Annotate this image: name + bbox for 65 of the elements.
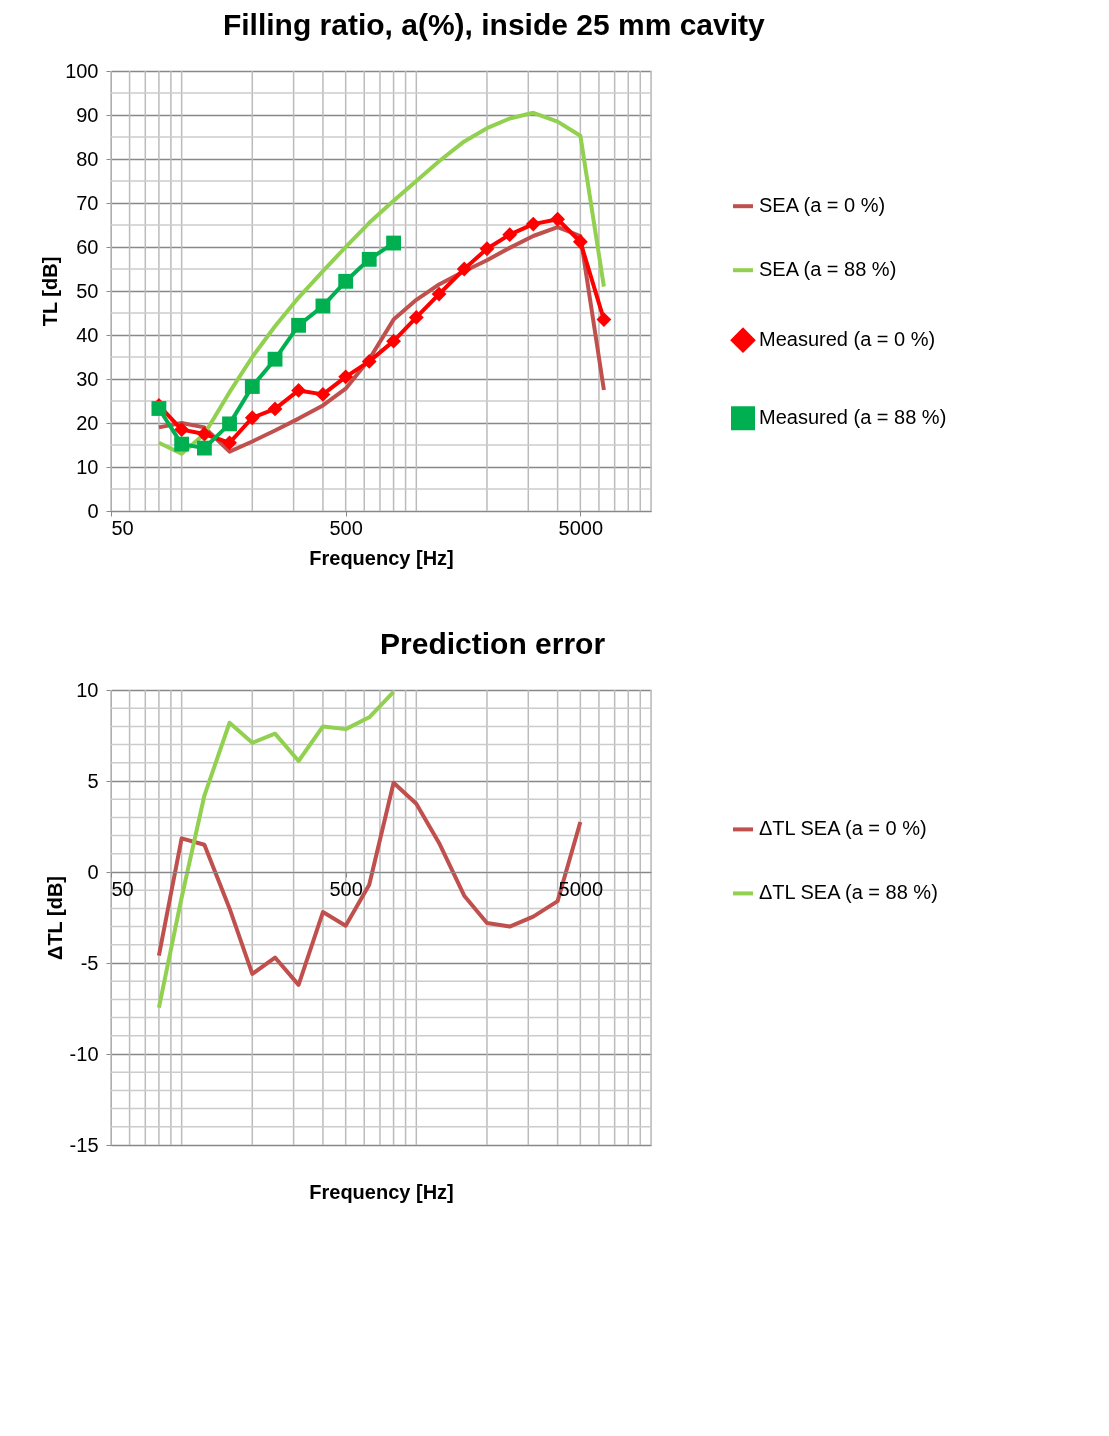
y-tick-label: 90 xyxy=(76,103,99,126)
y-tick-label: 0 xyxy=(87,499,99,522)
point xyxy=(196,440,212,456)
x-tick-label: 5000 xyxy=(558,516,604,539)
point xyxy=(361,251,377,267)
x-tick-label: 500 xyxy=(329,516,363,539)
y-tick-label: 40 xyxy=(76,323,99,346)
point xyxy=(361,353,377,369)
y-tick-label: 10 xyxy=(76,678,99,701)
point xyxy=(338,273,354,289)
x-tick-label: 50 xyxy=(111,516,134,539)
point xyxy=(196,426,212,442)
point xyxy=(386,235,401,251)
y-axis-title: TL [dB] xyxy=(39,256,62,327)
legend-label: Measured (a = 88 %) xyxy=(759,406,947,429)
point xyxy=(291,383,306,398)
point xyxy=(244,410,260,426)
y-tick-label: 5 xyxy=(87,769,99,792)
line-series xyxy=(156,689,396,1010)
x-axis-title: Frequency [Hz] xyxy=(309,546,454,569)
y-tick-label: 30 xyxy=(76,367,99,390)
point xyxy=(431,286,447,302)
y-tick-label: 0 xyxy=(87,860,99,883)
legend-label: ΔTL SEA (a = 88 %) xyxy=(759,881,938,904)
point xyxy=(338,369,354,385)
point xyxy=(502,227,518,243)
point xyxy=(525,216,541,232)
y-tick-label: -10 xyxy=(69,1042,99,1065)
y-axis-title: ΔTL [dB] xyxy=(43,876,66,960)
point xyxy=(315,386,331,402)
point xyxy=(291,317,306,333)
point xyxy=(572,234,588,250)
x-tick-label: 50 xyxy=(111,877,134,900)
x-tick-label: 500 xyxy=(329,877,363,900)
x-axis-title: Frequency [Hz] xyxy=(309,1180,454,1203)
legend-label: Measured (a = 0 %) xyxy=(759,328,936,351)
y-tick-label: 10 xyxy=(76,455,99,478)
point xyxy=(408,309,424,325)
point xyxy=(267,351,283,367)
y-tick-label: 80 xyxy=(76,147,99,170)
y-tick-label: 100 xyxy=(65,59,99,82)
point xyxy=(596,312,612,328)
point xyxy=(174,422,190,438)
point xyxy=(222,435,237,451)
line-series xyxy=(156,110,606,456)
y-tick-label: -15 xyxy=(69,1133,99,1156)
chart-title: Prediction error xyxy=(380,627,606,660)
y-tick-label: 20 xyxy=(76,411,99,434)
legend-label: SEA (a = 0 %) xyxy=(759,194,886,217)
legend-label: ΔTL SEA (a = 0 %) xyxy=(759,817,927,840)
point xyxy=(267,401,283,417)
y-tick-label: 60 xyxy=(76,235,99,258)
point xyxy=(479,241,495,257)
legend-label: SEA (a = 88 %) xyxy=(759,258,897,281)
point xyxy=(244,379,260,394)
y-tick-label: -5 xyxy=(80,951,99,974)
point xyxy=(456,261,472,277)
point xyxy=(315,298,331,314)
point xyxy=(550,211,566,227)
y-tick-label: 70 xyxy=(76,191,99,214)
point xyxy=(174,436,190,452)
point xyxy=(386,333,401,349)
y-tick-label: 50 xyxy=(76,279,99,302)
point xyxy=(222,416,237,432)
chart-title: Filling ratio, a(%), inside 25 mm cavity xyxy=(222,8,766,41)
